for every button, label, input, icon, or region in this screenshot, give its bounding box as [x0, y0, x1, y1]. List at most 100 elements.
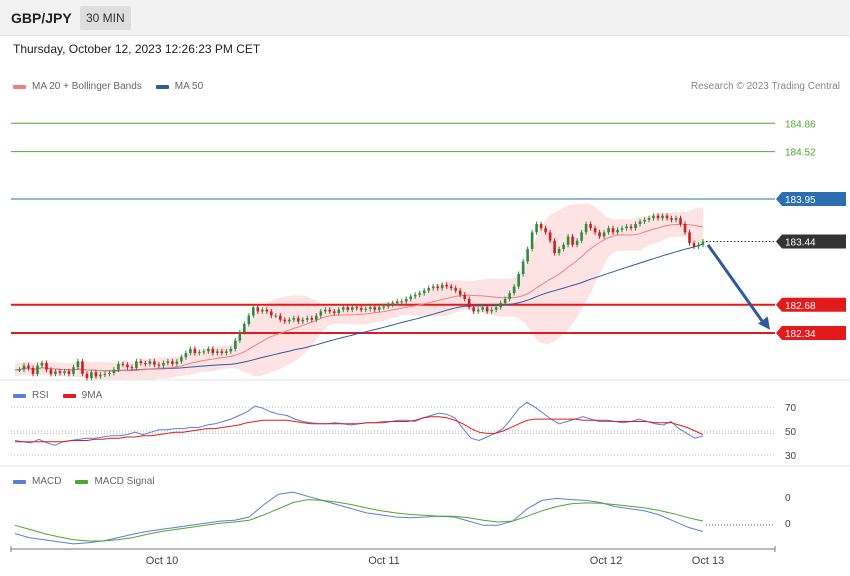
- candle: [391, 303, 394, 305]
- candle: [54, 371, 57, 373]
- candle: [131, 367, 134, 368]
- candle: [32, 368, 35, 374]
- candle: [355, 307, 358, 308]
- candle: [544, 228, 547, 232]
- candle: [472, 307, 475, 311]
- candle: [670, 218, 673, 220]
- candle: [378, 307, 381, 309]
- macd-series-line: [15, 492, 703, 544]
- x-tick-label: Oct 13: [692, 555, 724, 567]
- level-label-last: 183.44: [785, 237, 816, 248]
- candle: [108, 373, 111, 374]
- candle: [688, 232, 691, 243]
- candle: [526, 249, 529, 261]
- candle: [612, 228, 615, 232]
- x-tick-label: Oct 11: [368, 555, 400, 567]
- candle: [382, 306, 385, 307]
- candle: [625, 227, 628, 229]
- candle: [630, 227, 633, 229]
- candle: [504, 299, 507, 303]
- candle: [18, 370, 21, 371]
- candle: [639, 222, 642, 224]
- candle: [23, 366, 26, 370]
- candle: [463, 295, 466, 299]
- candle: [252, 307, 255, 315]
- candle: [337, 310, 340, 313]
- candle: [288, 320, 291, 322]
- x-tick-label: Oct 10: [146, 555, 178, 567]
- candle: [643, 220, 646, 222]
- candle: [113, 370, 116, 373]
- candle: [36, 366, 39, 374]
- candle: [598, 232, 601, 236]
- candle: [571, 237, 574, 245]
- candle: [427, 288, 430, 290]
- candle: [126, 365, 129, 367]
- candle: [275, 316, 278, 317]
- candle: [679, 218, 682, 224]
- candle: [589, 224, 592, 228]
- candle: [243, 324, 246, 332]
- candle: [441, 285, 444, 288]
- candle: [558, 249, 561, 253]
- candle: [117, 364, 120, 370]
- candle: [135, 361, 138, 368]
- candle: [81, 361, 84, 373]
- candle: [176, 361, 179, 363]
- candle: [418, 293, 421, 295]
- rsi-series-line: [15, 417, 703, 442]
- candle: [189, 349, 192, 353]
- candle: [648, 218, 651, 220]
- candle: [499, 303, 502, 307]
- candle: [158, 365, 161, 366]
- candle: [549, 232, 552, 240]
- candle: [693, 243, 696, 246]
- candle: [405, 299, 408, 301]
- candle: [364, 309, 367, 310]
- candle: [666, 216, 669, 218]
- candle: [297, 318, 300, 321]
- candle: [180, 357, 183, 361]
- candle: [414, 295, 417, 297]
- candle: [576, 241, 579, 245]
- forecast-arrow: [708, 245, 764, 324]
- candle: [652, 216, 655, 218]
- candle: [522, 261, 525, 273]
- candle: [185, 353, 188, 357]
- candle: [594, 228, 597, 232]
- candle: [324, 310, 327, 312]
- candle: [396, 301, 399, 303]
- candle: [261, 310, 264, 312]
- candle: [585, 224, 588, 232]
- candle: [535, 224, 538, 232]
- candle: [621, 228, 624, 230]
- candle: [481, 307, 484, 309]
- candle: [50, 370, 53, 374]
- candle: [72, 367, 75, 374]
- candle: [616, 230, 619, 232]
- candle: [153, 361, 156, 364]
- candle: [387, 305, 390, 307]
- candle: [239, 332, 242, 340]
- candle: [369, 307, 372, 309]
- candle: [234, 341, 237, 349]
- candle: [436, 286, 439, 288]
- candle: [697, 245, 700, 247]
- candle: [495, 307, 498, 309]
- candle: [63, 371, 66, 373]
- candle: [86, 374, 89, 378]
- x-tick-label: Oct 12: [590, 555, 622, 567]
- candle: [553, 241, 556, 253]
- macd-series-line: [15, 500, 703, 541]
- candle: [675, 218, 678, 220]
- candle: [171, 361, 174, 363]
- rsi-tick-label: 70: [785, 403, 797, 414]
- candle: [319, 311, 322, 315]
- candle: [580, 232, 583, 240]
- candle: [90, 372, 93, 378]
- candle: [459, 291, 462, 295]
- candle: [301, 320, 304, 322]
- candle: [508, 293, 511, 299]
- candle: [328, 310, 331, 312]
